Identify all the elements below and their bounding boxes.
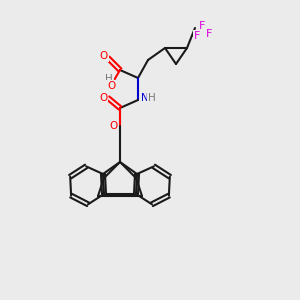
Text: H: H — [148, 93, 156, 103]
Text: N: N — [141, 93, 149, 103]
Text: O: O — [100, 51, 108, 61]
Text: H: H — [105, 74, 113, 84]
Text: F: F — [199, 21, 205, 31]
Text: F: F — [194, 31, 200, 41]
Text: F: F — [206, 29, 212, 39]
Text: O: O — [99, 93, 107, 103]
Text: O: O — [107, 81, 115, 91]
Text: O: O — [109, 121, 117, 131]
